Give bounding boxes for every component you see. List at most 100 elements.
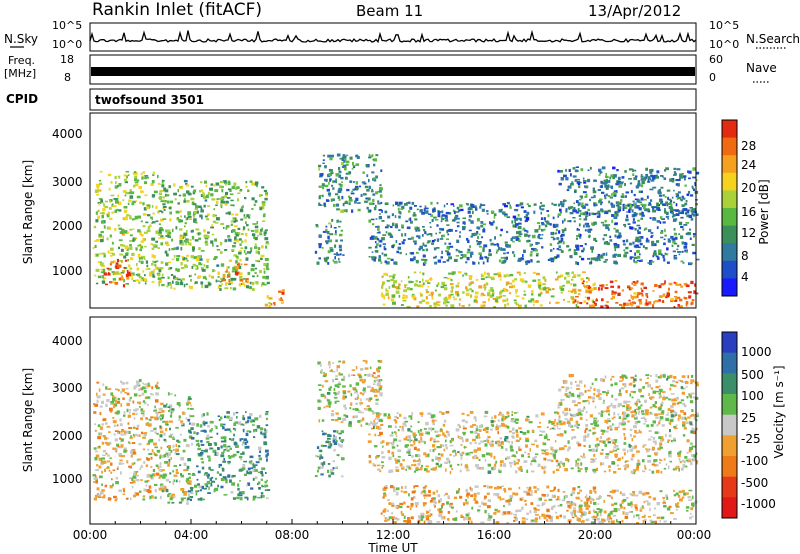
power-cell-8 <box>478 233 481 236</box>
power-cell-9 <box>606 301 609 303</box>
velocity-cell-0 <box>101 441 105 445</box>
power-cell-0 <box>111 211 115 214</box>
power-cell-2 <box>204 237 209 240</box>
power-cell-2 <box>248 214 251 217</box>
power-cell-8 <box>439 227 442 231</box>
power-cell-8 <box>426 233 429 236</box>
velocity-cell-2 <box>242 414 245 418</box>
power-cell-7 <box>584 285 588 289</box>
velocity-cell-5 <box>383 508 387 512</box>
power-cell-9 <box>690 301 693 306</box>
power-cell-8 <box>368 219 372 223</box>
power-cell-6 <box>321 183 325 187</box>
velocity-cell-5 <box>577 485 581 489</box>
power-cell-8 <box>626 239 629 243</box>
velocity-cell-6 <box>554 450 558 454</box>
power-cell-8 <box>412 214 417 217</box>
velocity-cell-4 <box>359 378 364 382</box>
velocity-cell-6 <box>525 437 529 440</box>
power-cell-2 <box>263 231 267 235</box>
power-cell-8 <box>437 259 442 263</box>
velocity-cell-4 <box>376 382 381 386</box>
power-cell-6 <box>336 208 340 211</box>
velocity-cell-6 <box>669 460 673 463</box>
power-cell-10 <box>597 210 601 214</box>
noise-right-tick-low: 10^0 <box>709 38 739 51</box>
power-cell-8 <box>456 206 460 210</box>
power-cell-5 <box>334 244 337 248</box>
velocity-cell-0 <box>151 495 154 499</box>
velocity-cell-2 <box>262 495 265 498</box>
power-cell-2 <box>260 254 265 258</box>
power-cell-9 <box>613 291 617 294</box>
velocity-cell-6 <box>511 441 513 444</box>
power-cell-9 <box>625 302 630 306</box>
power-cell-7 <box>428 294 431 296</box>
velocity-cell-4 <box>337 417 342 420</box>
power-cell-8 <box>387 215 391 219</box>
power-cell-2 <box>180 215 182 218</box>
velocity-cell-6 <box>454 449 456 453</box>
power-cell-8 <box>478 245 482 248</box>
power-cell-8 <box>531 248 534 251</box>
power-cell-10 <box>658 195 663 197</box>
velocity-cell-6 <box>516 458 519 462</box>
power-cell-10 <box>633 213 637 217</box>
power-cell-2 <box>200 181 203 184</box>
power-cell-8 <box>687 231 691 236</box>
power-cell-7 <box>392 273 396 277</box>
power-cell-10 <box>679 173 683 177</box>
power-cell-10 <box>601 166 606 170</box>
power-cell-8 <box>656 256 660 260</box>
power-cell-8 <box>515 223 519 226</box>
power-cell-8 <box>501 261 505 264</box>
velocity-cell-1 <box>183 462 187 466</box>
power-cell-6 <box>333 180 336 183</box>
power-cell-2 <box>191 235 195 239</box>
power-cell-2 <box>214 256 218 259</box>
power-cell-2 <box>230 204 233 207</box>
velocity-cell-4 <box>375 389 380 393</box>
power-cell-10 <box>609 196 613 199</box>
velocity-cell-2 <box>198 453 203 457</box>
velocity-cell-5 <box>417 519 421 523</box>
power-cell-2 <box>239 275 243 279</box>
power-cell-8 <box>578 223 581 227</box>
power-cell-9 <box>623 302 626 306</box>
power-cell-2 <box>254 183 258 186</box>
velocity-cell-3 <box>332 467 335 470</box>
power-cell-8 <box>680 260 684 263</box>
power-cell-8 <box>587 257 590 260</box>
velocity-cell-2 <box>202 413 205 417</box>
velocity-cell-5 <box>520 498 523 501</box>
power-cell-7 <box>428 278 433 281</box>
power-cell-10 <box>652 207 655 210</box>
velocity-cell-1 <box>159 418 162 421</box>
velocity-cell-2 <box>189 422 191 425</box>
power-cell-4 <box>266 295 269 299</box>
power-cell-0 <box>124 217 128 221</box>
velocity-cell-5 <box>380 512 383 515</box>
velocity-cell-0 <box>153 427 156 430</box>
velocity-cell-6 <box>401 425 404 429</box>
power-cell-2 <box>166 229 171 233</box>
power-cell-2 <box>215 204 218 206</box>
velocity-cell-2 <box>258 481 261 485</box>
velocity-cell-6 <box>465 420 468 424</box>
velocity-cell-0 <box>127 414 130 419</box>
velocity-cell-1 <box>188 476 191 479</box>
power-cell-0 <box>135 247 138 251</box>
power-cell-7 <box>444 301 447 304</box>
power-cell-8 <box>586 212 589 215</box>
velocity-cell-6 <box>474 454 478 457</box>
power-cell-9 <box>694 292 699 295</box>
power-cell-0 <box>102 208 106 212</box>
power-cell-6 <box>368 156 372 159</box>
velocity-cell-0 <box>113 495 117 499</box>
power-cell-2 <box>207 213 210 217</box>
power-cell-7 <box>593 287 597 290</box>
velocity-cell-4 <box>359 403 362 406</box>
power-cell-10 <box>652 186 657 189</box>
power-cell-6 <box>328 169 333 172</box>
power-cell-6 <box>373 163 376 167</box>
